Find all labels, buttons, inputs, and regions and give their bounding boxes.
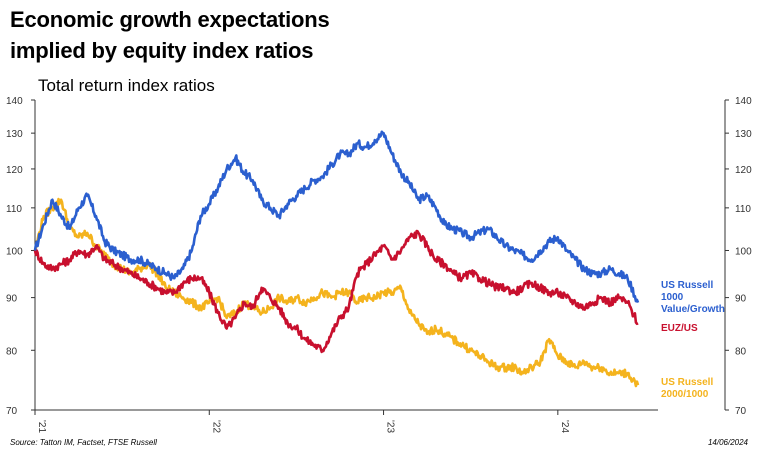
y-tick-label-right: 90 bbox=[735, 294, 747, 305]
y-tick-label-right: 70 bbox=[735, 406, 747, 417]
x-tick-label: '23 bbox=[385, 420, 396, 433]
date-note: 14/06/2024 bbox=[707, 438, 748, 447]
y-tick-label-left: 110 bbox=[6, 204, 22, 215]
series-line-us-russell-1000-value-growth bbox=[33, 130, 640, 304]
y-tick-label-left: 130 bbox=[6, 129, 23, 140]
y-tick-label-right: 80 bbox=[735, 346, 747, 357]
x-tick-label: '22 bbox=[210, 420, 221, 433]
chart-subtitle: Total return index ratios bbox=[38, 76, 215, 95]
y-tick-label-right: 100 bbox=[735, 246, 752, 257]
legend-label: US Russell bbox=[661, 280, 713, 291]
source-note: Source: Tatton IM, Factset, FTSE Russell bbox=[10, 438, 157, 447]
series-line-euz-us bbox=[33, 229, 639, 354]
y-tick-label-right: 140 bbox=[735, 96, 752, 107]
y-tick-label-left: 90 bbox=[6, 294, 18, 305]
chart-axes: 70 70 80 80 90 90 100 100 110 110 120 120 130 130 140 1… bbox=[6, 96, 752, 433]
legend-label: EUZ/US bbox=[661, 323, 698, 334]
chart-title-line-1: Economic growth expectations bbox=[10, 7, 330, 32]
legend-label: US Russell bbox=[661, 377, 713, 388]
y-tick-label-left: 120 bbox=[6, 165, 23, 176]
series-line-us-russell-2000-1000 bbox=[33, 197, 640, 388]
x-tick-label: '21 bbox=[36, 420, 47, 433]
legend-label: 1000 bbox=[661, 292, 684, 303]
y-tick-label-right: 110 bbox=[735, 204, 751, 215]
legend-label: Value/Growth bbox=[661, 304, 725, 315]
y-tick-label-left: 100 bbox=[6, 246, 23, 257]
x-tick-label: '24 bbox=[559, 420, 570, 433]
y-tick-label-left: 140 bbox=[6, 96, 23, 107]
chart-series-group bbox=[33, 130, 640, 388]
y-tick-label-right: 120 bbox=[735, 165, 752, 176]
chart-title-line-2: implied by equity index ratios bbox=[10, 38, 314, 63]
y-tick-label-right: 130 bbox=[735, 129, 752, 140]
y-tick-label-left: 80 bbox=[6, 346, 18, 357]
y-tick-label-left: 70 bbox=[6, 406, 18, 417]
legend-label: 2000/1000 bbox=[661, 389, 709, 400]
chart-title: Economic growth expectations implied by … bbox=[10, 4, 330, 66]
